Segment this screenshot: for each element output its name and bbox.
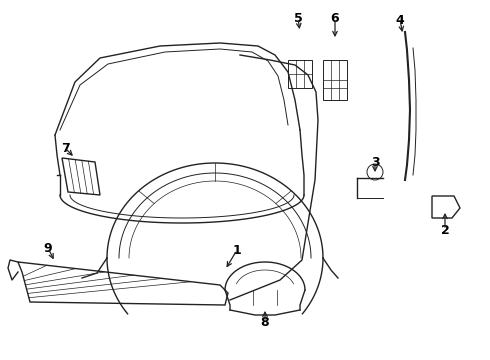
Bar <box>288 60 312 88</box>
Text: 3: 3 <box>371 156 379 168</box>
Bar <box>323 60 347 100</box>
Text: 9: 9 <box>44 242 52 255</box>
Text: 7: 7 <box>61 141 70 154</box>
Text: 6: 6 <box>331 12 339 24</box>
Text: 1: 1 <box>233 243 242 256</box>
Text: 2: 2 <box>441 224 449 237</box>
Text: 4: 4 <box>395 14 404 27</box>
Text: 5: 5 <box>294 12 302 24</box>
Text: 8: 8 <box>261 315 270 328</box>
